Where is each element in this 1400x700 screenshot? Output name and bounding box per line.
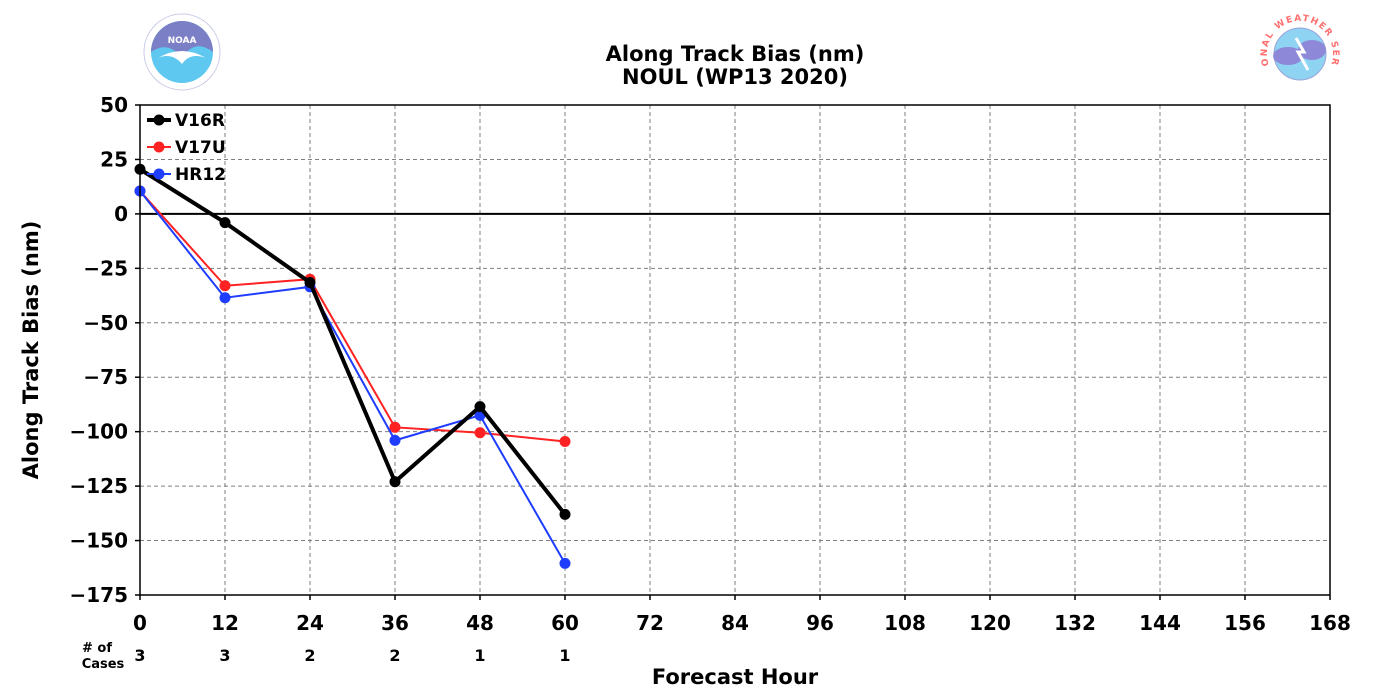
y-tick-label: −75 <box>83 365 128 389</box>
y-tick-label: −125 <box>69 474 128 498</box>
data-point <box>389 476 401 488</box>
nws-logo-bolt <box>1294 37 1310 71</box>
legend-swatch-marker <box>153 114 165 126</box>
y-tick-label: −150 <box>69 529 128 553</box>
y-tick-label: −50 <box>83 311 128 335</box>
x-tick-label: 84 <box>721 611 749 635</box>
x-tick-label: 48 <box>466 611 494 635</box>
chart-title: Along Track Bias (nm) <box>606 42 865 66</box>
y-tick-label: 50 <box>100 93 128 117</box>
legend-swatch-marker <box>153 168 165 180</box>
cases-count: 3 <box>134 646 145 665</box>
legend-item-v16r: V16R <box>147 111 225 131</box>
legend-item-v17u: V17U <box>147 138 226 158</box>
data-point <box>304 276 316 288</box>
legend-swatch-marker <box>153 141 165 153</box>
x-tick-label: 168 <box>1309 611 1351 635</box>
x-tick-label: 72 <box>636 611 664 635</box>
noaa-logo-text: NOAA <box>168 36 197 46</box>
x-tick-label: 12 <box>211 611 239 635</box>
cases-count: 2 <box>304 646 315 665</box>
x-tick-label: 132 <box>1054 611 1096 635</box>
data-point <box>219 280 231 292</box>
noaa-logo: NOAA <box>143 13 221 91</box>
x-tick-label: 60 <box>551 611 579 635</box>
cases-label-line2: Cases <box>82 657 125 672</box>
y-tick-label: −25 <box>83 256 128 280</box>
nws-logo-cloud-right <box>1298 40 1326 60</box>
cases-label-line1: # of <box>82 641 112 656</box>
x-tick-label: 144 <box>1139 611 1181 635</box>
series-v16r <box>134 163 571 520</box>
y-axis-label: Along Track Bias (nm) <box>19 221 43 480</box>
chart-subtitle: NOUL (WP13 2020) <box>622 65 848 89</box>
x-tick-label: 24 <box>296 611 324 635</box>
x-tick-label: 0 <box>133 611 147 635</box>
series-v17u <box>134 185 571 447</box>
legend-item-hr12: HR12 <box>147 165 226 185</box>
data-point <box>559 435 571 447</box>
data-point <box>474 401 486 413</box>
data-point <box>219 217 231 229</box>
data-point <box>559 508 571 520</box>
legend: V16R V17U HR12 <box>147 111 226 185</box>
cases-count: 1 <box>559 646 570 665</box>
cases-row: # of Cases 3 3 2 2 1 1 <box>82 641 571 672</box>
noaa-logo-sky <box>151 21 213 58</box>
series <box>134 163 571 569</box>
y-axis-ticks: 50 25 0 −25 −50 −75 −100 −125 −150 −175 <box>69 93 140 607</box>
legend-label: HR12 <box>175 165 226 185</box>
cases-count: 1 <box>474 646 485 665</box>
x-tick-label: 36 <box>381 611 409 635</box>
x-tick-label: 96 <box>806 611 834 635</box>
grid <box>140 105 1330 595</box>
legend-label: V17U <box>175 138 226 158</box>
y-tick-label: 25 <box>100 147 128 171</box>
cases-count: 2 <box>389 646 400 665</box>
y-tick-label: 0 <box>114 202 128 226</box>
series-line <box>138 167 567 516</box>
data-point <box>474 427 486 439</box>
x-axis-label: Forecast Hour <box>652 665 819 689</box>
x-tick-label: 108 <box>884 611 926 635</box>
data-point <box>389 421 401 433</box>
x-axis-ticks: 0 12 24 36 48 60 72 84 96 108 120 132 144 156 168 <box>133 595 1351 635</box>
series-line <box>139 190 566 443</box>
y-tick-label: −100 <box>69 420 128 444</box>
x-tick-label: 156 <box>1224 611 1266 635</box>
nws-logo-cloud-left <box>1273 47 1303 65</box>
data-point <box>389 434 401 446</box>
x-tick-label: 120 <box>969 611 1011 635</box>
data-point <box>559 557 571 569</box>
data-point <box>219 292 231 304</box>
legend-label: V16R <box>175 111 225 131</box>
series-line <box>139 190 566 564</box>
y-tick-label: −175 <box>69 583 128 607</box>
cases-count: 3 <box>219 646 230 665</box>
